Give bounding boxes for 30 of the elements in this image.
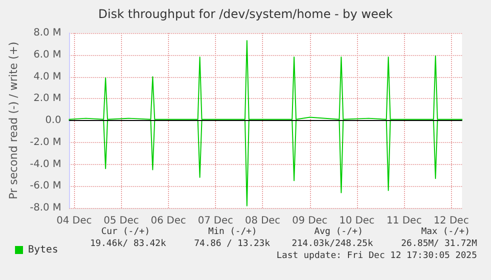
x-tick-label: 10 Dec: [339, 216, 375, 226]
x-tick-label: 11 Dec: [386, 216, 422, 226]
y-axis-title: Pr second read (-) / write (+): [7, 42, 20, 200]
chart-title: Disk throughput for /dev/system/home - by week: [98, 7, 393, 21]
y-tick-label: 4.0 M: [34, 71, 62, 82]
text: Min (-/+): [208, 227, 257, 238]
text: Cur (-/+): [101, 227, 150, 238]
y-tick-label: -8.0 M: [30, 202, 62, 214]
text: 19.46k/ 83.42k: [90, 239, 166, 250]
x-tick-label: 07 Dec: [198, 216, 234, 226]
text: 214.03k/248.25k: [292, 239, 373, 250]
text: Max (-/+): [421, 227, 470, 238]
x-tick-label: 06 Dec: [150, 216, 186, 226]
y-tick-label: 2.0 M: [34, 93, 62, 104]
text: Last update: Fri Dec 12 17:30:05 2025: [276, 251, 477, 262]
y-tick-label: -4.0 M: [30, 158, 62, 170]
text: Avg (-/+): [314, 227, 363, 238]
text: 26.85M/ 31.72M: [401, 239, 477, 250]
legend-label: Bytes: [28, 244, 58, 256]
x-tick-label: 08 Dec: [245, 216, 280, 226]
y-tick-label: 8.0 M: [34, 28, 62, 38]
x-tick-label: 04 Dec: [56, 216, 92, 226]
y-tick-label: -6.0 M: [30, 180, 62, 192]
y-tick-label: 6.0 M: [34, 49, 62, 60]
text: 74.86 / 13.23k: [194, 239, 270, 250]
y-tick-label: 0.0: [45, 115, 62, 126]
y-tick-label: -2.0 M: [30, 136, 62, 148]
x-tick-label: 09 Dec: [292, 216, 328, 226]
x-tick-label: 12 Dec: [434, 216, 469, 226]
x-tick-label: 05 Dec: [104, 216, 139, 226]
